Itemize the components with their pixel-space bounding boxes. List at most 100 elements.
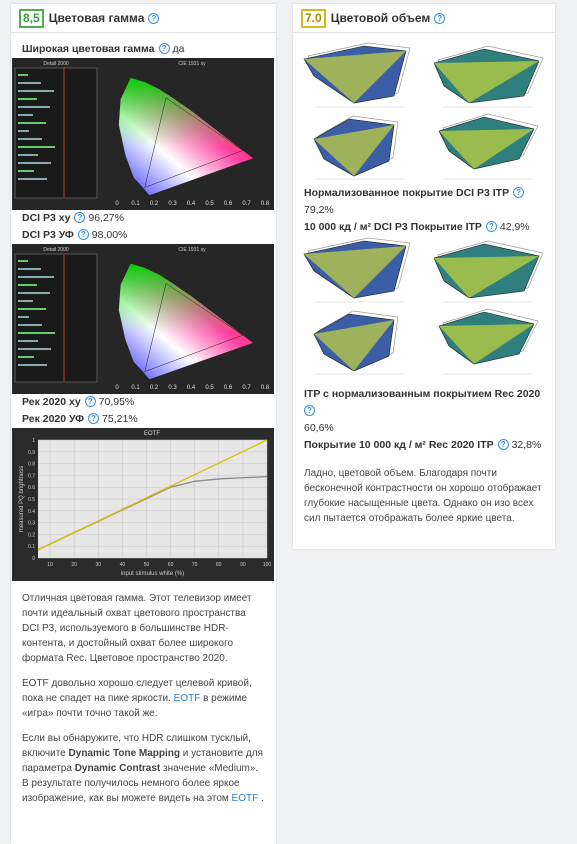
- cie-chart: Detail 2000 CIE 1931 xy 0 0.1 0.2 0.3 0.4 0.5 0.…: [12, 58, 274, 210]
- target-triangle: [144, 97, 244, 188]
- metric-value: да: [172, 43, 185, 55]
- volume-face: [314, 320, 394, 371]
- metric-row: DCI P3 xy? 96,27%: [11, 210, 276, 227]
- volume-plots: [303, 42, 544, 180]
- text-run: Ладно, цветовой объем. Благодаря почти б…: [304, 468, 542, 524]
- panel-bar: [18, 114, 33, 116]
- x-tick-label: 0.2: [150, 201, 159, 207]
- eotf-line: [37, 475, 268, 551]
- y-tick-label: 0.9: [28, 450, 35, 456]
- metric-label: Покрытие 10 000 кд / м² Rec 2020 ITP: [304, 439, 494, 451]
- volume-plots: [303, 237, 544, 375]
- metric-label: ITP с нормализованным покрытием Rec 2020: [304, 388, 541, 400]
- panel-bar: [18, 146, 55, 148]
- help-icon[interactable]: ?: [434, 12, 446, 24]
- x-tick-label: 100: [263, 562, 272, 568]
- metric-value: 96,27%: [88, 212, 124, 224]
- y-tick-label: 0.4: [28, 509, 35, 515]
- x-tick-label: 50: [144, 562, 150, 568]
- gamut-shade: [118, 263, 253, 380]
- x-tick-label: 0.8: [261, 201, 270, 207]
- score: 7.0: [301, 8, 326, 28]
- panel-bar: [18, 154, 38, 156]
- metric-label: 10 000 кд / м² DCI P3 Покрытие ITP: [304, 221, 482, 233]
- volume-face: [439, 129, 534, 169]
- help-icon[interactable]: ?: [158, 43, 170, 54]
- y-tick-label: 0.8: [28, 462, 35, 468]
- cie-chart: Detail 2000 CIE 1931 xy 0 0.1 0.2 0.3 0.4 0.5 0.…: [12, 244, 274, 394]
- volume-face: [314, 125, 394, 176]
- x-tick-label: 0.6: [224, 201, 233, 207]
- metric-row: Широкая цветовая гамма? да: [11, 41, 276, 58]
- panel-bar: [18, 356, 34, 358]
- metric-row: Покрытие 10 000 кд / м² Rec 2020 ITP? 32…: [293, 437, 555, 454]
- metric-row: Нормализованное покрытие DCI P3 ITP? 79,…: [293, 185, 555, 219]
- link[interactable]: EOTF: [173, 693, 201, 704]
- y-tick-label: 1: [32, 438, 35, 444]
- help-icon[interactable]: ?: [88, 413, 100, 424]
- paragraph: Ладно, цветовой объем. Благодаря почти б…: [304, 466, 544, 526]
- paragraph: EOTF довольно хорошо следует целевой кри…: [22, 676, 265, 721]
- x-tick-label: 0.2: [150, 385, 159, 391]
- panel-bar: [18, 276, 54, 278]
- card-header: 8,5 Цветовая гамма?: [11, 4, 276, 33]
- panel: [14, 67, 98, 199]
- y-tick-label: 0.3: [28, 521, 35, 527]
- x-tick-label: 0.6: [224, 385, 233, 391]
- help-icon[interactable]: ?: [304, 405, 315, 416]
- text-run: в режиме «игра» почти точно такой же.: [22, 693, 247, 719]
- metric-row: Рек 2020 xy? 70,95%: [11, 394, 276, 411]
- text-run: EOTF довольно хорошо следует целевой кри…: [22, 678, 252, 704]
- x-tick-label: 0.8: [261, 385, 270, 391]
- x-tick-label: 30: [95, 562, 101, 568]
- x-tick-label: 70: [192, 562, 198, 568]
- panel-bar: [18, 340, 38, 342]
- y-tick-label: 0.2: [28, 532, 35, 538]
- metric-label: Рек 2020 xy: [22, 396, 81, 408]
- volume-face: [304, 51, 406, 103]
- x-tick-label: 0.5: [205, 201, 214, 207]
- metric-value: 42,9%: [499, 221, 530, 233]
- x-tick-label: 0.7: [242, 201, 251, 207]
- help-icon[interactable]: ?: [74, 212, 86, 223]
- x-tick-label: 0.4: [187, 385, 196, 391]
- panel-bar: [18, 82, 41, 84]
- help-icon[interactable]: ?: [77, 229, 89, 240]
- y-tick-label: 0.5: [28, 497, 35, 503]
- panel-bar: [18, 106, 50, 108]
- help-icon[interactable]: ?: [485, 221, 497, 232]
- help-icon[interactable]: ?: [84, 396, 96, 407]
- text-run: Dynamic Contrast: [74, 763, 161, 774]
- volume-face: [439, 324, 534, 364]
- color-gamut-card: 8,5 Цветовая гамма? Широкая цветовая гамм…: [11, 4, 276, 844]
- help-icon[interactable]: ?: [497, 439, 509, 450]
- x-tick-label: 0: [115, 385, 119, 391]
- panel-title: Detail 2000: [43, 61, 69, 67]
- help-icon[interactable]: ?: [513, 187, 525, 198]
- volume-face: [434, 256, 539, 298]
- text-run: Если вы обнаружите, что HDR слишком туск…: [22, 733, 251, 759]
- paragraph: Отличная цветовая гамма. Этот телевизор …: [22, 591, 265, 666]
- x-tick-label: 40: [120, 562, 126, 568]
- eotf-line: [37, 439, 268, 551]
- chart-title: EOTF: [144, 431, 160, 437]
- panel-bar: [18, 284, 37, 286]
- x-tick-label: 20: [71, 562, 77, 568]
- metric-label: DCI P3 xy: [22, 212, 71, 224]
- x-tick-label: 0: [115, 201, 119, 207]
- help-icon[interactable]: ?: [148, 12, 160, 24]
- x-tick-label: 80: [216, 562, 222, 568]
- panel-bar: [18, 90, 54, 92]
- x-tick-label: 90: [240, 562, 246, 568]
- panel-bar: [18, 364, 47, 366]
- text-run: Dynamic Tone Mapping: [68, 748, 181, 759]
- metric-value: 98,00%: [91, 229, 128, 241]
- text-run: и установите для параметра: [22, 748, 263, 774]
- x-tick-label: 60: [168, 562, 174, 568]
- link[interactable]: EOTF: [231, 793, 259, 804]
- plot-title: CIE 1931 xy: [178, 61, 206, 67]
- text-run: Отличная цветовая гамма. Этот телевизор …: [22, 593, 252, 664]
- y-tick-label: 0.7: [28, 473, 35, 479]
- text-run: значение «Medium». В результате получило…: [22, 763, 259, 804]
- volume-face: [304, 246, 406, 298]
